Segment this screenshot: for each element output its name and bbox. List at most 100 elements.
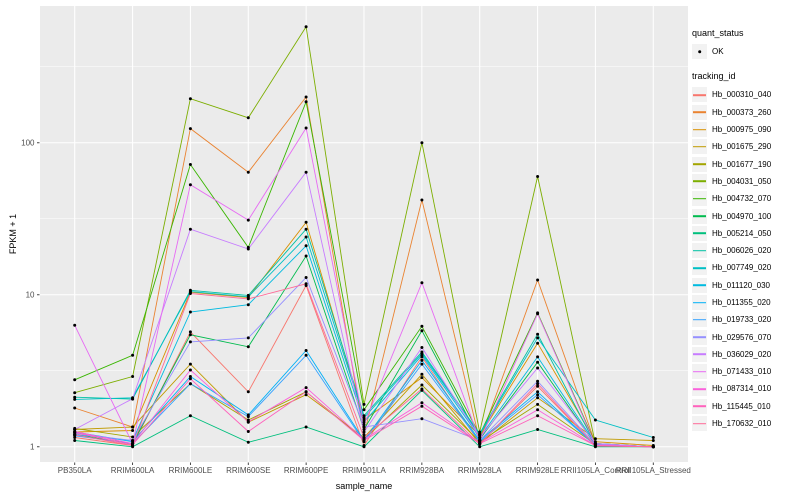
tracking-id-legend-item: Hb_019733_020 <box>692 311 800 328</box>
data-point <box>536 396 540 400</box>
point-symbol-icon <box>697 49 702 54</box>
data-point <box>246 430 250 433</box>
data-point <box>536 408 540 412</box>
x-tick-label: RRIM901LA <box>342 466 386 475</box>
data-point <box>246 247 250 251</box>
data-point <box>362 420 366 424</box>
tracking-id-label: Hb_071433_010 <box>712 367 772 377</box>
data-point <box>478 445 482 449</box>
data-point <box>362 423 366 427</box>
tracking-id-label: Hb_004970_100 <box>712 211 772 221</box>
data-point <box>362 439 366 442</box>
data-point <box>131 425 135 429</box>
data-point <box>478 436 482 439</box>
data-point <box>420 329 424 333</box>
legend-key-box <box>692 208 707 224</box>
tracking-id-legend-item: Hb_000975_090 <box>692 121 800 138</box>
x-tick-label: RRIM928BA <box>400 466 445 475</box>
data-point <box>304 425 308 429</box>
x-tick-label: PB350LA <box>58 466 92 475</box>
tracking-id-legend-items: Hb_000310_040 Hb_000373_260 Hb_000975_090 H… <box>692 86 800 432</box>
legend-line-swatch <box>693 422 706 425</box>
data-point <box>188 227 192 231</box>
legend-key-box <box>692 260 707 276</box>
data-point <box>188 127 192 131</box>
data-point <box>420 376 424 380</box>
legend-key-box <box>692 277 707 293</box>
legend-key-box <box>692 44 707 60</box>
tracking-id-legend-item: Hb_071433_010 <box>692 363 800 380</box>
legend-line-swatch <box>693 405 706 408</box>
legend-key-box <box>692 295 707 310</box>
legend-line-swatch <box>693 128 706 131</box>
data-point <box>304 276 308 279</box>
data-point <box>420 281 424 285</box>
legend-key-box <box>692 139 707 155</box>
x-tick-label: RRIM600PE <box>284 466 328 475</box>
legend-line-swatch <box>693 94 706 96</box>
data-point <box>362 436 366 439</box>
data-point <box>73 395 77 399</box>
tracking-id-legend-item: Hb_005214_050 <box>692 225 800 242</box>
data-point <box>188 183 192 187</box>
data-point <box>131 375 135 378</box>
data-point <box>246 345 250 349</box>
legend-key-box <box>692 122 707 138</box>
data-point <box>188 163 192 166</box>
quant-status-legend-title: quant_status <box>692 28 744 38</box>
data-point <box>304 349 308 352</box>
data-point <box>362 425 366 429</box>
data-point <box>536 278 540 282</box>
tracking-id-label: Hb_000373_260 <box>712 107 772 117</box>
tracking-id-label: Hb_005214_050 <box>712 228 772 238</box>
legend-line-swatch <box>693 388 706 390</box>
tracking-id-label: Hb_001675_290 <box>712 142 772 152</box>
data-point <box>188 310 192 314</box>
x-axis-title: sample_name <box>335 481 393 491</box>
x-tick-label: RRII105LA_Stressed <box>616 466 691 475</box>
legend-line-swatch <box>693 353 706 356</box>
data-point <box>304 390 308 394</box>
data-point <box>536 428 540 431</box>
data-point <box>362 414 366 418</box>
tracking-id-label: Hb_029576_070 <box>712 332 772 342</box>
legend-line-swatch <box>693 319 706 321</box>
tracking-id-label: Hb_170632_010 <box>712 419 772 429</box>
legend-quant-status-block: quant_status OK <box>692 28 800 60</box>
data-point <box>188 330 192 334</box>
tracking-id-legend-item: Hb_000373_260 <box>692 104 800 121</box>
data-point <box>536 175 540 178</box>
legend-key-box <box>692 329 707 345</box>
data-point <box>188 333 192 337</box>
x-tick-label: RRIM928LA <box>458 466 502 475</box>
data-point <box>651 439 655 442</box>
data-point <box>73 378 77 382</box>
tracking-id-legend-item: Hb_001677_190 <box>692 155 800 172</box>
data-point <box>246 170 250 174</box>
data-point <box>362 445 366 449</box>
data-point <box>73 431 77 435</box>
x-tick-label: RRIM928LE <box>516 466 560 475</box>
data-point <box>536 336 540 340</box>
tracking-id-legend-item: Hb_001675_290 <box>692 138 800 155</box>
tracking-id-legend-item: Hb_170632_010 <box>692 415 800 432</box>
data-point <box>420 198 424 202</box>
data-point <box>536 382 540 386</box>
legend-line-swatch <box>693 215 706 217</box>
data-point <box>420 372 424 376</box>
legend-key-box <box>692 225 707 241</box>
data-point <box>420 383 424 387</box>
tracking-id-legend-item: Hb_000310_040 <box>692 86 800 103</box>
data-point <box>246 390 250 394</box>
data-point <box>304 235 308 239</box>
data-point <box>73 397 77 401</box>
data-point <box>362 418 366 422</box>
tracking-id-legend-item: Hb_004970_100 <box>692 207 800 224</box>
legend-key-box <box>692 104 707 120</box>
data-point <box>188 292 192 295</box>
data-point <box>73 391 77 395</box>
tracking-id-label: Hb_011355_020 <box>712 298 771 307</box>
data-point <box>304 220 308 224</box>
legend-key-box <box>692 398 707 414</box>
